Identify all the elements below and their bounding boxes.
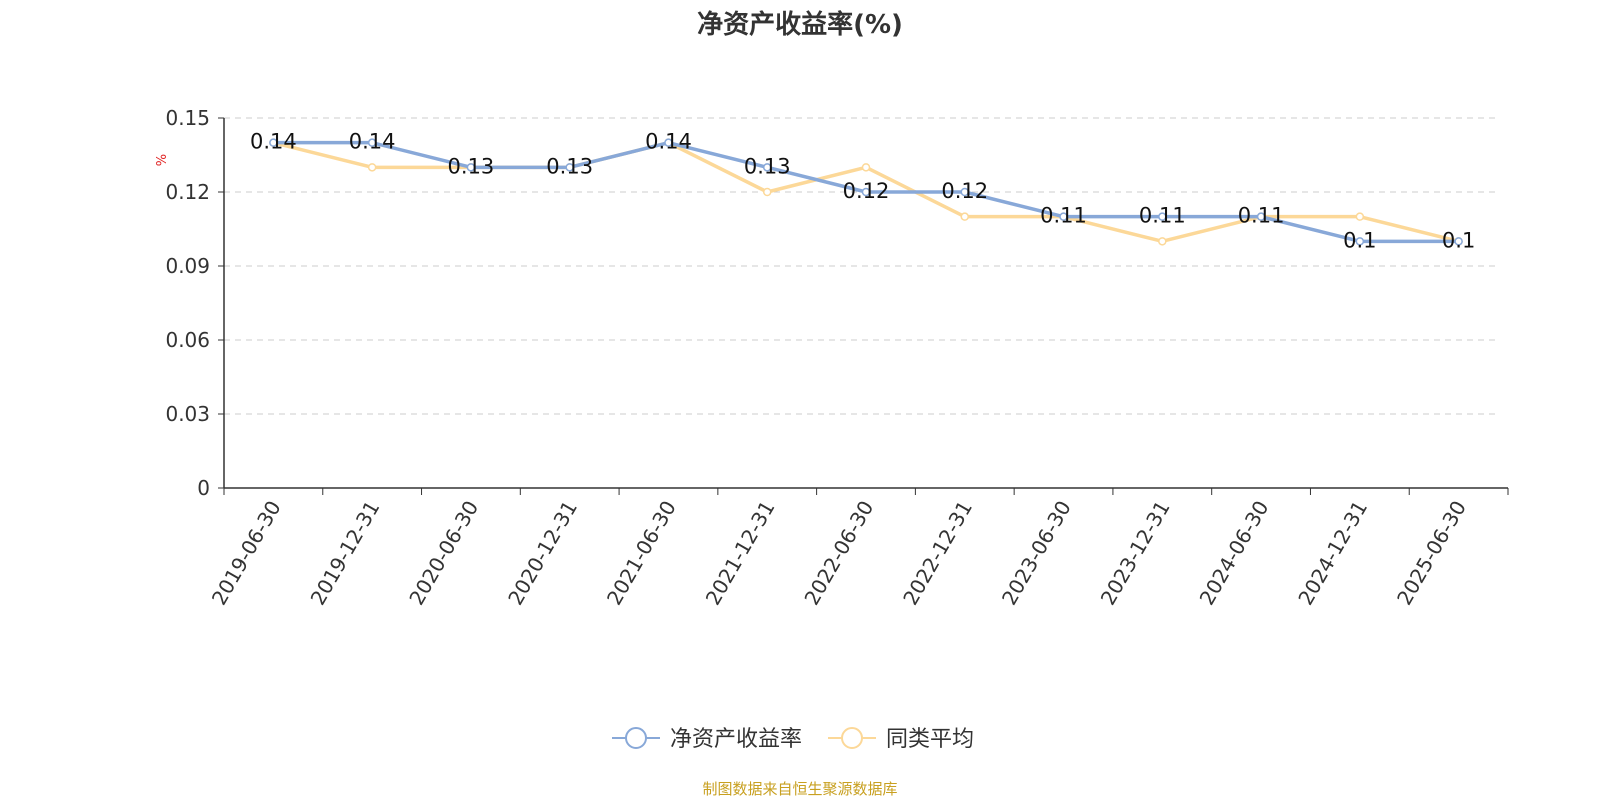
x-tick-label: 2025-06-30: [1392, 497, 1471, 610]
y-tick-label: 0.12: [165, 180, 210, 204]
x-tick-label: 2020-06-30: [404, 497, 483, 610]
x-tick-label: 2020-12-31: [503, 497, 582, 610]
data-point: [269, 138, 278, 147]
data-point: [565, 163, 574, 172]
x-tick-label: 2023-06-30: [997, 497, 1076, 610]
x-tick-label: 2021-06-30: [602, 497, 681, 610]
data-label: 0.13: [546, 154, 593, 178]
x-tick-label: 2023-12-31: [1096, 497, 1175, 610]
data-point: [960, 212, 970, 221]
data-point: [367, 138, 377, 147]
data-point: [1355, 212, 1365, 221]
data-source-note: 制图数据来自恒生聚源数据库: [702, 780, 898, 798]
data-point: [960, 187, 970, 197]
data-label: 0.13: [744, 154, 791, 178]
y-axis-label: %: [155, 154, 170, 166]
y-tick-label: 0.15: [165, 106, 210, 130]
data-point: [664, 138, 673, 147]
data-label: 0.12: [843, 179, 890, 203]
data-label: 0.1: [1343, 228, 1376, 252]
data-label: 0.14: [250, 130, 297, 154]
data-point: [762, 187, 772, 197]
data-label: 0.12: [941, 179, 988, 203]
x-tick-label: 2024-06-30: [1195, 497, 1274, 610]
data-label: 0.13: [448, 154, 495, 178]
data-label: 0.1: [1442, 228, 1475, 252]
y-tick-label: 0: [197, 476, 210, 500]
x-tick-label: 2022-06-30: [799, 497, 878, 610]
data-label: 0.11: [1040, 204, 1087, 228]
data-point: [367, 163, 377, 172]
legend-marker: [625, 727, 647, 749]
data-point: [762, 163, 772, 172]
data-point: [466, 163, 476, 172]
data-label: 0.11: [1238, 204, 1285, 228]
data-label: 0.11: [1139, 204, 1186, 228]
legend-marker: [841, 727, 863, 749]
legend-label: 同类平均: [886, 727, 974, 752]
x-tick-label: 2024-12-31: [1293, 497, 1372, 610]
y-tick-label: 0.09: [165, 254, 210, 278]
y-tick-label: 0.06: [165, 328, 210, 352]
data-point: [1355, 237, 1365, 246]
data-point: [861, 163, 871, 172]
data-point: [1158, 212, 1167, 221]
x-tick-label: 2019-06-30: [207, 497, 286, 610]
data-point: [1059, 212, 1068, 221]
data-label: 0.14: [349, 130, 396, 154]
data-point: [1256, 212, 1266, 221]
y-tick-label: 0.03: [165, 402, 210, 426]
x-tick-label: 2022-12-31: [898, 497, 977, 610]
x-tick-label: 2021-12-31: [701, 497, 780, 610]
data-label: 0.14: [645, 130, 692, 154]
x-tick-label: 2019-12-31: [306, 497, 385, 610]
data-point: [1454, 237, 1463, 246]
data-point: [1158, 237, 1167, 246]
chart-title: 净资产收益率(%): [697, 10, 903, 40]
data-point: [861, 187, 871, 197]
legend-label: 净资产收益率: [670, 727, 802, 752]
